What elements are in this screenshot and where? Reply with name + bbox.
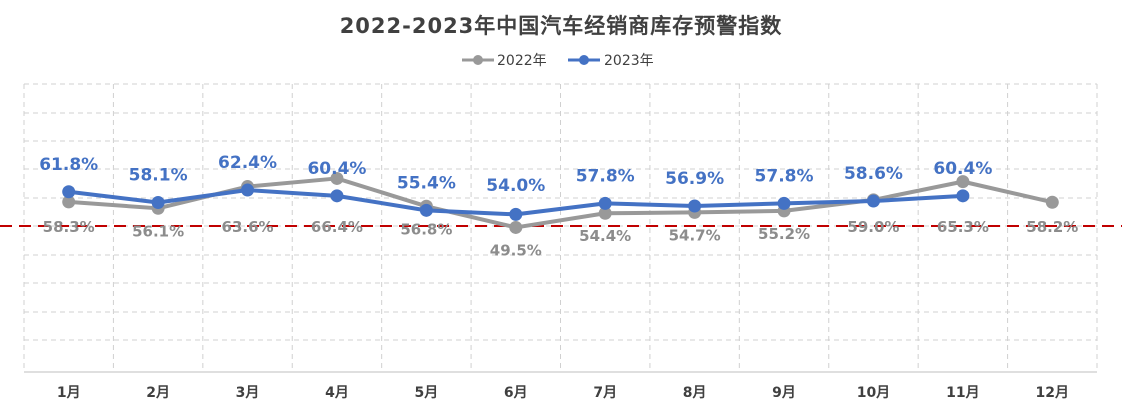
data-point-2022年 xyxy=(1045,195,1059,209)
x-tick-label: 2月 xyxy=(146,385,170,401)
x-tick-label: 7月 xyxy=(593,385,617,401)
data-label-2023: 58.6% xyxy=(844,164,903,184)
data-point-2023年 xyxy=(330,189,344,203)
data-label-2023: 61.8% xyxy=(39,155,98,175)
x-tick-label: 1月 xyxy=(57,385,81,401)
data-label-2022: 65.3% xyxy=(937,218,989,236)
data-label-2023: 57.8% xyxy=(755,166,814,186)
legend-marker-2022年 xyxy=(473,55,483,65)
data-point-2023年 xyxy=(956,189,970,203)
data-point-2023年 xyxy=(509,207,523,221)
data-label-2023: 60.4% xyxy=(307,159,366,179)
x-tick-label: 12月 xyxy=(1036,385,1069,401)
legend-label: 2023年 xyxy=(604,53,654,69)
data-label-2022: 54.7% xyxy=(669,226,721,244)
data-point-2023年 xyxy=(62,185,76,199)
data-label-2022: 49.5% xyxy=(490,241,542,259)
data-label-2022: 58.2% xyxy=(1026,218,1078,236)
legend-label: 2022年 xyxy=(497,53,547,69)
x-tick-label: 8月 xyxy=(683,385,707,401)
x-tick-label: 11月 xyxy=(946,385,979,401)
data-label-2023: 57.8% xyxy=(576,166,635,186)
data-label-2023: 58.1% xyxy=(129,166,188,186)
data-point-2022年 xyxy=(509,220,523,234)
data-point-2022年 xyxy=(598,206,612,220)
data-label-2022: 54.4% xyxy=(579,227,631,245)
x-tick-label: 9月 xyxy=(772,385,796,401)
data-label-2023: 55.4% xyxy=(397,173,456,193)
data-point-2022年 xyxy=(330,171,344,185)
data-label-2022: 56.1% xyxy=(132,222,184,240)
data-point-2022年 xyxy=(62,195,76,209)
x-tick-label: 3月 xyxy=(236,385,260,401)
x-tick-label: 10月 xyxy=(857,385,890,401)
data-point-2023年 xyxy=(151,196,165,210)
legend-marker-2023年 xyxy=(579,55,589,65)
data-point-2023年 xyxy=(866,194,880,208)
data-label-2023: 60.4% xyxy=(933,159,992,179)
data-label-2023: 62.4% xyxy=(218,153,277,173)
x-tick-label: 5月 xyxy=(415,385,439,401)
data-label-2022: 58.3% xyxy=(43,218,95,236)
data-point-2022年 xyxy=(956,175,970,189)
data-point-2023年 xyxy=(598,196,612,210)
data-label-2022: 55.2% xyxy=(758,225,810,243)
data-label-2022: 56.8% xyxy=(400,220,452,238)
data-point-2023年 xyxy=(241,183,255,197)
x-tick-label: 6月 xyxy=(504,385,528,401)
data-label-2022: 66.4% xyxy=(311,218,363,236)
data-point-2023年 xyxy=(688,199,702,213)
x-tick-label: 4月 xyxy=(325,385,349,401)
data-label-2022: 59.0% xyxy=(847,218,899,236)
data-point-2023年 xyxy=(777,196,791,210)
data-label-2022: 63.6% xyxy=(222,218,274,236)
chart-title: 2022-2023年中国汽车经销商库存预警指数 xyxy=(339,14,783,38)
data-label-2023: 54.0% xyxy=(486,176,545,196)
data-label-2023: 56.9% xyxy=(665,169,724,189)
data-point-2023年 xyxy=(419,203,433,217)
